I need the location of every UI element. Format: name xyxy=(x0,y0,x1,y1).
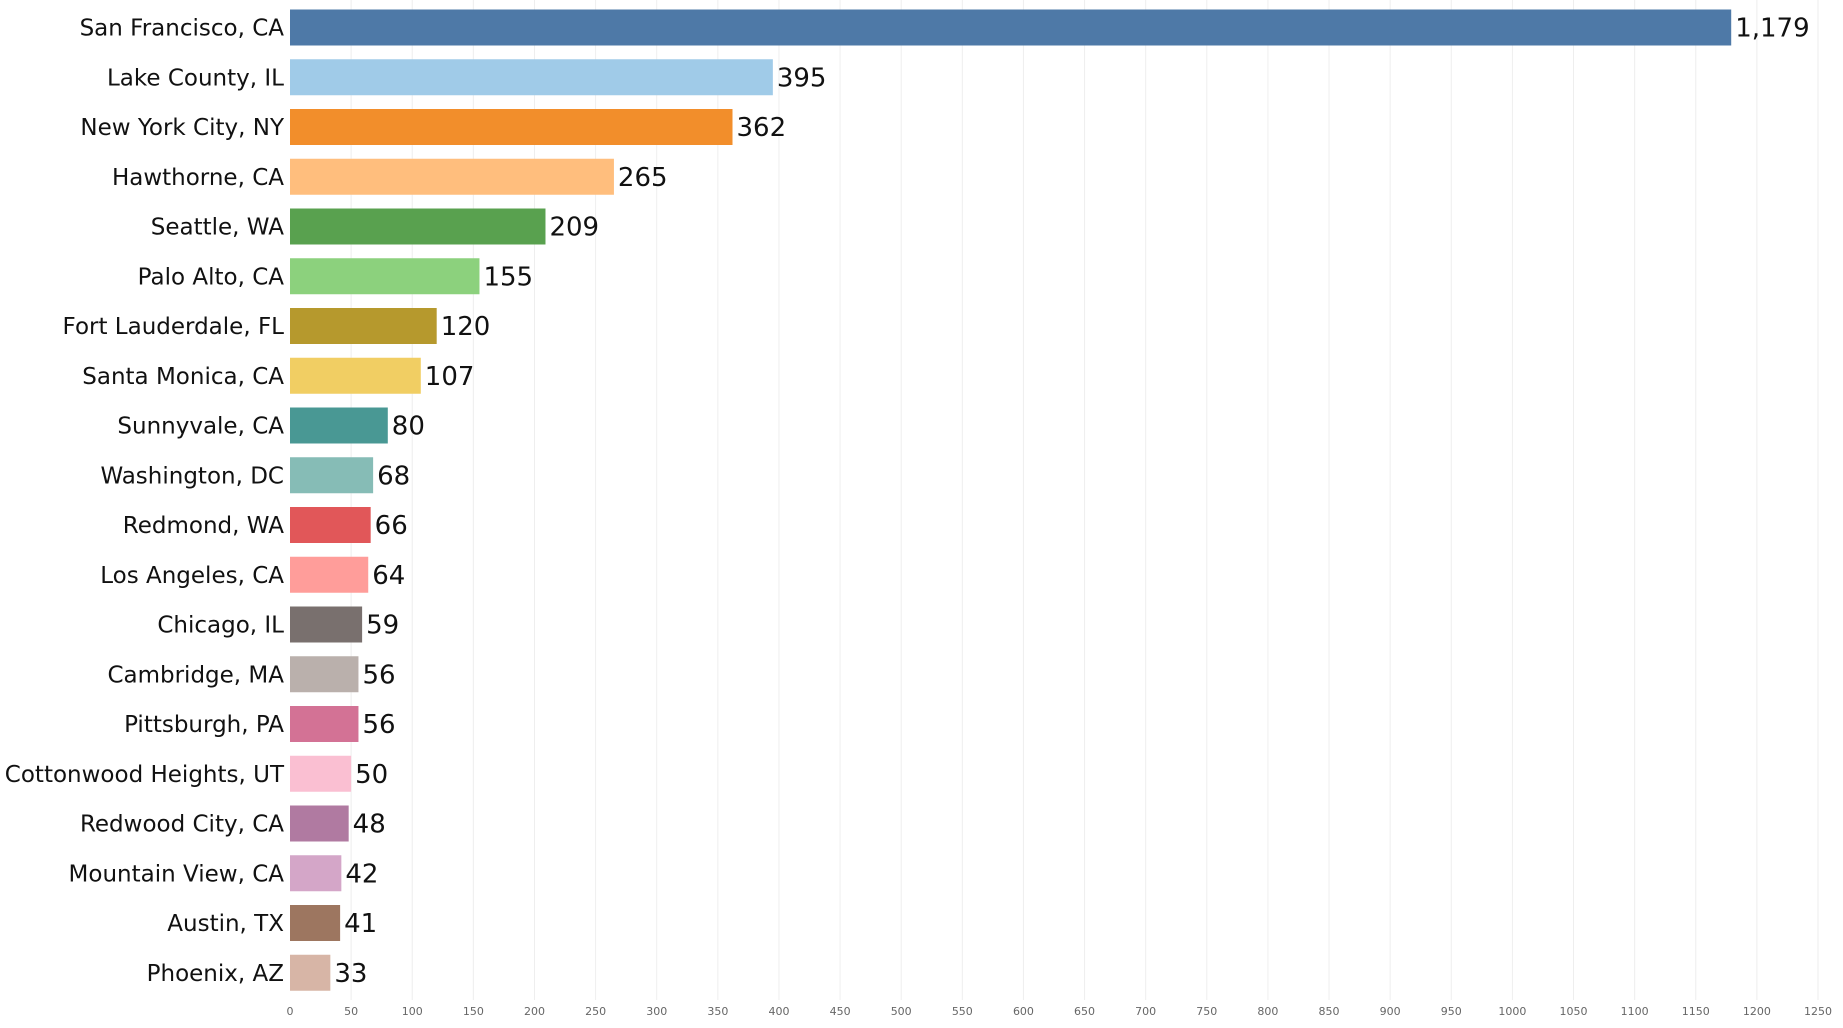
bar xyxy=(290,457,374,494)
category-label: Fort Lauderdale, FL xyxy=(63,314,285,340)
bar xyxy=(290,357,421,394)
value-label: 33 xyxy=(334,959,367,989)
bar xyxy=(290,805,349,842)
value-label: 66 xyxy=(375,511,408,541)
value-label: 362 xyxy=(737,113,787,143)
category-label: Pittsburgh, PA xyxy=(124,712,284,738)
bar xyxy=(290,656,359,693)
category-labels: San Francisco, CA Lake County, IL New York… xyxy=(5,16,285,987)
value-label: 48 xyxy=(353,810,386,840)
x-tick-label: 850 xyxy=(1319,1005,1340,1018)
value-label: 68 xyxy=(377,461,410,491)
x-tick-label: 950 xyxy=(1441,1005,1462,1018)
value-label: 1,179 xyxy=(1735,14,1809,44)
x-tick-label: 1050 xyxy=(1560,1005,1588,1018)
bars xyxy=(290,9,1732,991)
x-tick-label: 300 xyxy=(646,1005,667,1018)
category-label: Los Angeles, CA xyxy=(100,563,284,589)
x-tick-label: 750 xyxy=(1196,1005,1217,1018)
x-tick-label: 350 xyxy=(707,1005,728,1018)
bar xyxy=(290,755,352,792)
x-tick-label: 50 xyxy=(344,1005,358,1018)
category-label: San Francisco, CA xyxy=(80,16,285,42)
x-tick-label: 1250 xyxy=(1804,1005,1832,1018)
x-tick-label: 500 xyxy=(891,1005,912,1018)
bar xyxy=(290,158,614,195)
bar xyxy=(290,9,1732,46)
bar xyxy=(290,109,733,145)
value-label: 56 xyxy=(362,660,395,690)
bar xyxy=(290,208,546,245)
bar xyxy=(290,954,331,991)
x-tick-label: 1000 xyxy=(1498,1005,1526,1018)
bar xyxy=(290,706,359,742)
x-tick-label: 900 xyxy=(1380,1005,1401,1018)
x-tick-label: 100 xyxy=(402,1005,423,1018)
bar xyxy=(290,905,341,941)
value-label: 42 xyxy=(345,859,378,889)
category-label: Chicago, IL xyxy=(157,613,284,639)
bar xyxy=(290,556,369,593)
bar xyxy=(290,407,388,444)
x-tick-label: 1200 xyxy=(1743,1005,1771,1018)
category-label: Sunnyvale, CA xyxy=(117,414,284,440)
value-label: 209 xyxy=(549,213,599,243)
value-label: 120 xyxy=(441,312,491,342)
value-label: 155 xyxy=(483,262,533,292)
x-tick-label: 150 xyxy=(463,1005,484,1018)
category-label: Santa Monica, CA xyxy=(82,364,284,390)
x-tick-label: 1150 xyxy=(1682,1005,1710,1018)
bar xyxy=(290,308,437,344)
category-label: Lake County, IL xyxy=(107,65,284,91)
value-label: 107 xyxy=(425,362,475,392)
x-tick-label: 400 xyxy=(768,1005,789,1018)
category-label: Seattle, WA xyxy=(151,215,285,241)
x-tick-label: 700 xyxy=(1135,1005,1156,1018)
value-label: 265 xyxy=(618,163,668,193)
bar xyxy=(290,606,363,643)
category-label: Redwood City, CA xyxy=(80,812,284,838)
x-tick-label: 1100 xyxy=(1621,1005,1649,1018)
value-label: 56 xyxy=(362,710,395,740)
category-label: Palo Alto, CA xyxy=(138,264,285,290)
category-label: Cottonwood Heights, UT xyxy=(5,762,285,788)
value-label: 50 xyxy=(355,760,388,790)
category-label: Phoenix, AZ xyxy=(147,961,284,987)
value-label: 64 xyxy=(372,561,405,591)
value-label: 395 xyxy=(777,63,827,93)
category-label: New York City, NY xyxy=(80,115,285,141)
category-label: Mountain View, CA xyxy=(69,861,285,887)
category-label: Hawthorne, CA xyxy=(112,165,284,191)
value-label: 80 xyxy=(392,412,425,442)
x-tick-label: 800 xyxy=(1257,1005,1278,1018)
x-axis-ticks: 0 50 100 150 200 250 300 350 400 450 500 550 600 650 7… xyxy=(287,1005,1833,1018)
x-tick-label: 250 xyxy=(585,1005,606,1018)
bar xyxy=(290,507,371,543)
x-tick-label: 200 xyxy=(524,1005,545,1018)
gridlines xyxy=(350,0,1819,1000)
x-tick-label: 600 xyxy=(1013,1005,1034,1018)
x-tick-label: 0 xyxy=(287,1005,294,1018)
x-tick-label: 650 xyxy=(1074,1005,1095,1018)
category-label: Redmond, WA xyxy=(123,513,284,539)
category-label: Cambridge, MA xyxy=(107,662,284,688)
category-label: Washington, DC xyxy=(100,463,284,489)
bar xyxy=(290,855,342,892)
value-label: 59 xyxy=(366,611,399,641)
value-label: 41 xyxy=(344,909,377,939)
x-tick-label: 550 xyxy=(952,1005,973,1018)
bar xyxy=(290,59,773,96)
bar xyxy=(290,258,480,295)
x-tick-label: 450 xyxy=(830,1005,851,1018)
category-label: Austin, TX xyxy=(167,911,284,937)
